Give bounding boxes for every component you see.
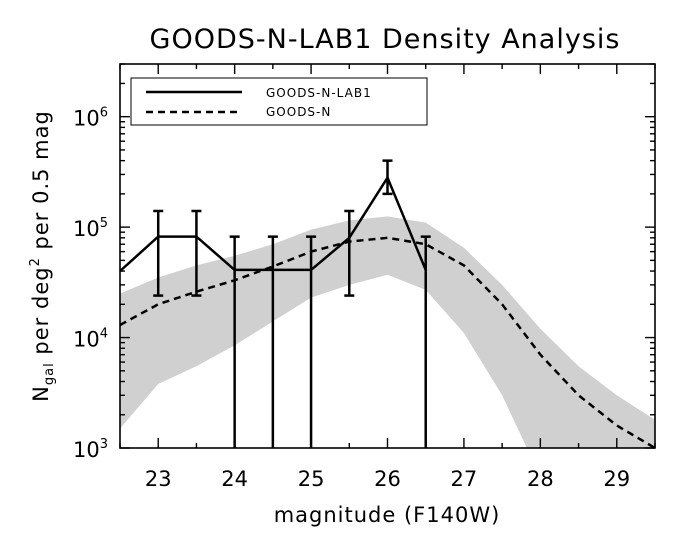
y-axis: 103 104 105 106	[73, 63, 655, 462]
y-tick-label: 105	[73, 216, 108, 241]
y-label-sq: 2	[28, 257, 43, 266]
chart-title: GOODS-N-LAB1 Density Analysis	[150, 24, 621, 55]
y-label-n: N	[29, 385, 53, 402]
y-tick-label: 103	[73, 437, 108, 462]
series-line-goods-n	[119, 236, 656, 450]
x-tick-label: 28	[527, 467, 554, 491]
y-label-per: per deg	[29, 266, 53, 362]
x-tick-label: 25	[298, 467, 325, 491]
band-area	[120, 216, 655, 448]
x-tick-label: 23	[145, 467, 172, 491]
x-axis-label: magnitude (F140W)	[274, 503, 501, 527]
y-tick-label: 106	[73, 106, 108, 131]
x-tick-label: 24	[221, 467, 248, 491]
uncertainty-band	[120, 216, 655, 448]
y-axis-label: Ngal per deg2 per 0.5 mag	[28, 110, 57, 402]
legend-label-2: GOODS-N	[266, 105, 331, 119]
y-label-gal: gal	[42, 362, 57, 385]
legend-box	[130, 77, 428, 126]
legend-label-1: GOODS-N-LAB1	[266, 86, 372, 100]
x-tick-label: 27	[451, 467, 478, 491]
y-tick-label: 104	[73, 327, 108, 352]
y-label-rest: per 0.5 mag	[29, 110, 53, 257]
error-bars	[153, 159, 431, 448]
legend: GOODS-N-LAB1 GOODS-N	[130, 77, 428, 126]
x-axis: 23 24 25 26 27 28 29	[119, 64, 656, 491]
x-tick-label: 29	[603, 467, 630, 491]
x-tick-label: 26	[374, 467, 401, 491]
